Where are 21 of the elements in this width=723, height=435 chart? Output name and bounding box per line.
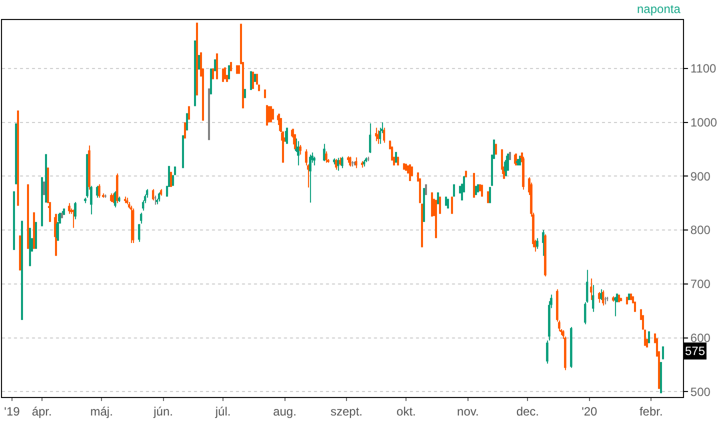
y-tick-label: 600 xyxy=(690,330,711,345)
x-tick-label: júl. xyxy=(214,404,231,418)
y-tick-label: 1000 xyxy=(690,116,718,130)
y-tick-label: 1100 xyxy=(690,62,717,76)
annotation: 575 xyxy=(685,344,706,358)
x-tick-label: dec. xyxy=(516,404,540,418)
x-tick-label: ápr. xyxy=(32,404,52,418)
x-tick-label: nov. xyxy=(457,404,479,418)
x-tick-label: febr. xyxy=(639,404,663,418)
x-tick-label: '20 xyxy=(582,404,598,418)
x-tick-label: '19 xyxy=(4,404,20,418)
y-tick-label: 900 xyxy=(690,169,711,184)
text: naponta xyxy=(637,2,681,16)
x-tick-label: okt. xyxy=(396,404,416,418)
y-tick-label: 500 xyxy=(690,384,711,399)
x-tick-label: aug. xyxy=(273,404,296,418)
y-tick-label: 800 xyxy=(690,223,711,238)
x-tick-label: szept. xyxy=(330,404,362,418)
y-tick-label: 700 xyxy=(690,277,711,292)
x-tick-label: jún. xyxy=(152,404,173,418)
x-tick-label: máj. xyxy=(90,404,113,418)
